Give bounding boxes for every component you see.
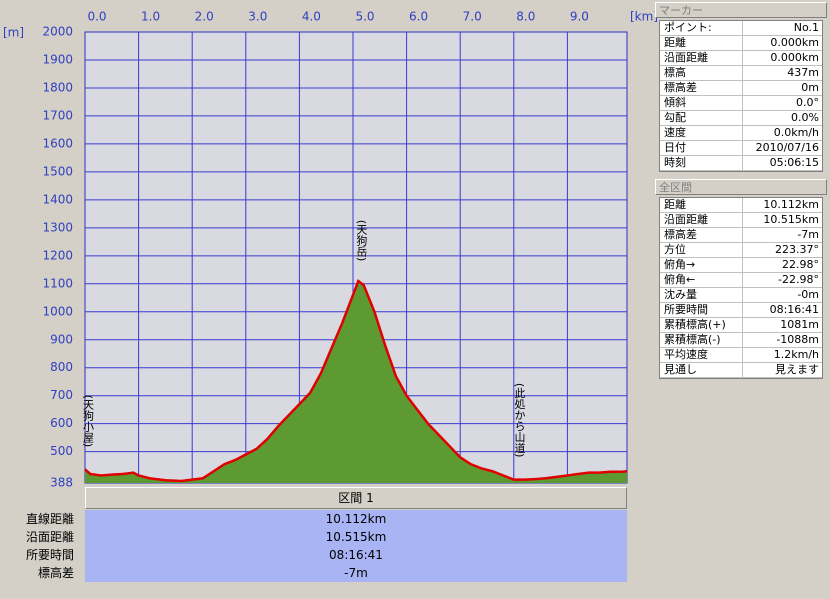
panel-value: 0.0km/h <box>743 126 822 141</box>
panel-value: 05:06:15 <box>743 156 822 171</box>
panel-value: 437m <box>743 66 822 81</box>
panel-label: 標高差 <box>660 81 743 96</box>
panel-label: 俯角← <box>660 273 743 288</box>
section-value: 08:16:41 <box>329 548 383 562</box>
panel-value: 0m <box>743 81 822 96</box>
y-tick-label: 900 <box>50 332 73 346</box>
x-tick-label: 4.0 <box>302 10 321 24</box>
panel-label: 所要時間 <box>660 303 743 318</box>
section-value: 10.112km <box>325 512 387 526</box>
section-label: 沿面距離 <box>25 530 74 544</box>
panel-value: -7m <box>743 228 822 243</box>
panel-label: 見通し <box>660 363 743 378</box>
panel-label: 日付 <box>660 141 743 156</box>
marker-title: マーカー <box>655 2 827 18</box>
y-tick-label: 1100 <box>42 276 73 290</box>
x-tick-label: 2.0 <box>195 10 214 24</box>
y-tick-label: 1700 <box>42 108 73 122</box>
panel-label: 沿面距離 <box>660 213 743 228</box>
panel-label: ポイント: <box>660 21 743 36</box>
section-header: 区間 1 <box>85 487 627 509</box>
profile-line <box>84 278 628 483</box>
panel-value: No.1 <box>743 21 822 36</box>
panel-value: 10.112km <box>743 198 822 213</box>
x-tick-label: 1.0 <box>141 10 160 24</box>
panel-value: 見えます <box>743 363 822 378</box>
x-tick-label: 8.0 <box>516 10 535 24</box>
y-tick-label: 2000 <box>42 25 73 39</box>
x-tick-label: 9.0 <box>570 10 589 24</box>
y-tick-label: 1800 <box>42 80 73 94</box>
section-body <box>85 510 627 582</box>
y-tick-label: 1500 <box>42 164 73 178</box>
x-tick-label: 0.0 <box>87 10 106 24</box>
panel-value: 2010/07/16 <box>743 141 822 156</box>
panel-value: -1088m <box>743 333 822 348</box>
area-fill <box>85 281 627 483</box>
panel-label: 俯角→ <box>660 258 743 273</box>
y-unit: [m] <box>3 26 24 40</box>
y-tick-label: 800 <box>50 360 73 374</box>
annotation: (此処から山道) <box>513 383 526 458</box>
total-title: 全区間 <box>655 179 827 195</box>
x-unit: [km] <box>630 10 658 24</box>
panel-value: 223.37° <box>743 243 822 258</box>
panel-label: 沈み量 <box>660 288 743 303</box>
panel-value: 10.515km <box>743 213 822 228</box>
y-tick-label: 1900 <box>42 52 73 66</box>
y-tick-label: 700 <box>50 388 73 402</box>
panel-label: 累積標高(+) <box>660 318 743 333</box>
y-tick-label: 1000 <box>42 304 73 318</box>
panel-value: 0.000km <box>743 51 822 66</box>
panel-label: 速度 <box>660 126 743 141</box>
section-value: -7m <box>344 566 368 580</box>
panel-value: -22.98° <box>743 273 822 288</box>
y-tick-label: 1600 <box>42 136 73 150</box>
panel-box <box>659 20 823 172</box>
panel-label: 勾配 <box>660 111 743 126</box>
panel-value: 22.98° <box>743 258 822 273</box>
x-tick-label: 5.0 <box>355 10 374 24</box>
y-tick-label: 1200 <box>42 248 73 262</box>
y-tick-label: 600 <box>50 416 73 430</box>
section-label: 直線距離 <box>25 512 74 526</box>
panel-value: 0.000km <box>743 36 822 51</box>
x-tick-label: 7.0 <box>463 10 482 24</box>
panel-label: 方位 <box>660 243 743 258</box>
panel-value: -0m <box>743 288 822 303</box>
section-label: 所要時間 <box>25 548 74 562</box>
panel-value: 0.0% <box>743 111 822 126</box>
panel-label: 標高 <box>660 66 743 81</box>
panel-value: 08:16:41 <box>743 303 822 318</box>
panel-label: 平均速度 <box>660 348 743 363</box>
panel-label: 累積標高(-) <box>660 333 743 348</box>
panel-label: 距離 <box>660 198 743 213</box>
panel-value: 1081m <box>743 318 822 333</box>
panel-label: 標高差 <box>660 228 743 243</box>
annotation: (天狗岳) <box>355 220 368 262</box>
x-tick-label: 3.0 <box>248 10 267 24</box>
panel-label: 時刻 <box>660 156 743 171</box>
panel-label: 沿面距離 <box>660 51 743 66</box>
section-value: 10.515km <box>325 530 387 544</box>
section-label: 標高差 <box>37 566 74 580</box>
y-tick-label: 1400 <box>42 192 73 206</box>
panel-value: 1.2km/h <box>743 348 822 363</box>
y-tick-label: 388 <box>50 476 73 490</box>
x-tick-label: 6.0 <box>409 10 428 24</box>
panel-label: 傾斜 <box>660 96 743 111</box>
panel-value: 0.0° <box>743 96 822 111</box>
y-tick-label: 500 <box>50 444 73 458</box>
y-tick-label: 1300 <box>42 220 73 234</box>
panel-label: 距離 <box>660 36 743 51</box>
annotation: (天狗小屋) <box>82 395 95 448</box>
